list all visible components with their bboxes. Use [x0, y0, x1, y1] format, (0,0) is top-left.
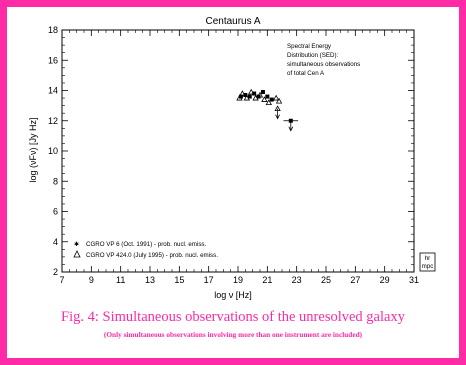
x-tick-label: 31 — [409, 275, 419, 285]
figure-subcaption: (Only simultaneous observations involvin… — [103, 330, 363, 339]
annotation-line-2: Distribution (SED): — [287, 52, 339, 59]
x-tick-label: 11 — [116, 275, 125, 285]
x-tick-label: 17 — [204, 275, 214, 285]
asterisk-point — [265, 94, 270, 99]
x-tick-label: 13 — [145, 275, 155, 285]
triangle-point — [248, 88, 255, 95]
x-tick-label: 19 — [233, 275, 243, 285]
x-tick-label: 23 — [292, 275, 302, 285]
legend-entry-1: CGRO VP 6 (Oct. 1991) - prob. nucl. emis… — [86, 241, 207, 248]
annotation-line-4: of total Cen A — [287, 70, 325, 77]
x-tick-label: 27 — [350, 275, 360, 285]
triangle-point — [252, 94, 259, 101]
plot-axes — [61, 29, 415, 273]
figure-panel — [7, 7, 459, 358]
upper-limit-arrow-head — [288, 126, 294, 132]
y-tick-label: 12 — [48, 116, 58, 126]
x-tick-label: 15 — [174, 275, 184, 285]
legend-entry-2: CGRO VP 424.0 (July 1995) - prob. nucl. … — [86, 252, 218, 259]
y-tick-label: 6 — [53, 207, 58, 217]
annotation-line-1: Spectral Energy — [287, 43, 332, 50]
asterisk-point — [260, 90, 265, 95]
chart-title: Centaurus A — [205, 16, 260, 27]
y-tick-label: 14 — [48, 86, 58, 96]
asterisk-point — [269, 97, 274, 102]
legend-symbol-asterisk: ✱ — [74, 241, 79, 248]
x-tick-label: 9 — [89, 275, 94, 285]
triangle-point — [261, 96, 268, 102]
x-tick-label: 29 — [380, 275, 390, 285]
legend-symbol-triangle — [73, 250, 81, 258]
logo-line-2: mpc — [422, 263, 434, 270]
logo-box — [419, 252, 436, 272]
triangle-point — [265, 99, 272, 105]
y-tick-label: 16 — [48, 55, 58, 65]
x-tick-label: 21 — [262, 275, 272, 285]
logo: hr mpc — [419, 252, 436, 272]
triangle-point — [256, 91, 264, 98]
triangle-point — [272, 94, 280, 101]
data-points — [236, 88, 299, 132]
asterisk-point — [252, 91, 257, 96]
x-tick-label: 7 — [59, 275, 64, 285]
y-tick-label: 2 — [53, 267, 58, 277]
asterisk-point — [238, 94, 243, 99]
y-tick-label: 8 — [53, 176, 58, 186]
legend: ✱ CGRO VP 6 (Oct. 1991) - prob. nucl. em… — [73, 241, 218, 259]
plot-frame — [61, 29, 415, 273]
sed-annotation: Spectral Energy Distribution (SED): simu… — [287, 43, 360, 77]
asterisk-point — [247, 94, 252, 99]
y-tick-label: 18 — [48, 25, 58, 35]
annotation-line-3: simultaneous observations — [287, 61, 360, 68]
triangle-point — [243, 94, 250, 101]
upper-limit-arrow-head — [275, 114, 280, 120]
logo-line-1: hr — [425, 255, 431, 262]
y-axis-label: log (νFν) [Jy Hz] — [28, 117, 38, 182]
y-tick-label: 10 — [48, 146, 58, 156]
asterisk-point — [256, 94, 261, 99]
y-tick-label: 4 — [53, 237, 58, 247]
x-tick-label: 25 — [321, 275, 331, 285]
figure-caption: Fig. 4: Simultaneous observations of the… — [61, 309, 405, 325]
axis-ticks: 7 9 11 13 15 17 19 21 23 25 27 29 31 2 4 6 8 10 12 14 16 18 — [48, 25, 419, 285]
x-axis-label: log ν [Hz] — [214, 290, 252, 300]
triangle-point — [275, 97, 283, 104]
triangle-point — [239, 90, 246, 96]
triangle-point — [236, 94, 243, 101]
asterisk-point — [243, 93, 248, 98]
